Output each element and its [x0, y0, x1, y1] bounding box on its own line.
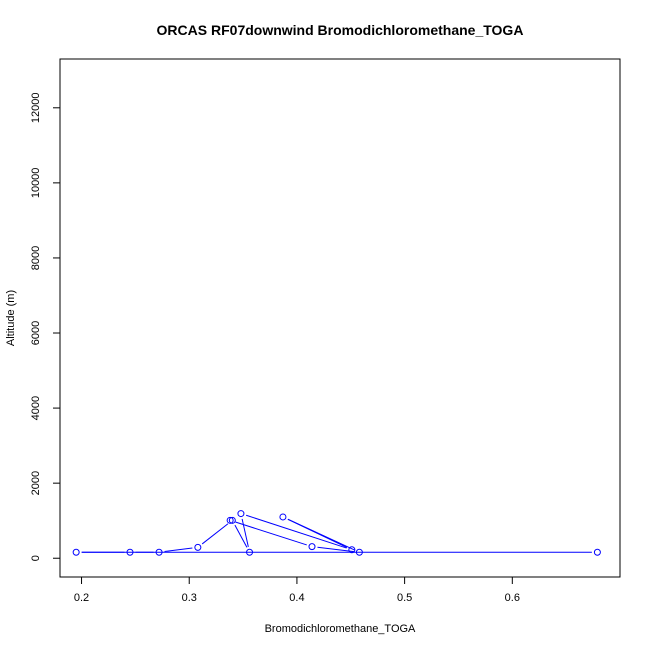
x-tick-label: 0.2	[74, 592, 89, 604]
series-segment	[201, 523, 229, 545]
x-tick-label: 0.6	[505, 592, 520, 604]
series-segment	[245, 514, 347, 549]
chart-title: ORCAS RF07downwind Bromodichloromethane_…	[157, 22, 524, 38]
series-segment	[234, 524, 248, 548]
y-axis-label: Altitude (m)	[5, 290, 17, 346]
data-point	[246, 548, 254, 556]
y-tick-label: 2000	[30, 471, 42, 495]
data-point	[155, 548, 163, 556]
data-point	[194, 543, 202, 551]
data-series	[72, 510, 601, 556]
data-point	[126, 548, 134, 556]
x-axis-label: Bromodichloromethane_TOGA	[265, 623, 416, 635]
x-tick-label: 0.3	[182, 592, 197, 604]
series-segment	[164, 547, 193, 553]
data-point	[308, 543, 316, 551]
y-tick-label: 6000	[30, 321, 42, 345]
x-tick-label: 0.5	[397, 592, 412, 604]
series-segment	[235, 521, 307, 546]
series-segment	[317, 546, 354, 553]
data-point	[355, 548, 363, 556]
data-point	[237, 510, 245, 518]
x-tick-label: 0.4	[289, 592, 304, 604]
series-segment	[287, 518, 355, 551]
y-tick-label: 8000	[30, 246, 42, 270]
data-point	[228, 516, 236, 524]
series-segment	[241, 518, 249, 547]
data-point	[72, 548, 80, 556]
y-axis: 0 2000 4000 6000 8000 10000 12000	[30, 93, 61, 561]
y-tick-label: 4000	[30, 396, 42, 420]
data-point	[348, 546, 356, 554]
data-point	[226, 516, 234, 524]
data-point	[279, 513, 287, 521]
x-axis: 0.2 0.3 0.4 0.5 0.6	[74, 576, 520, 604]
y-tick-label: 0	[30, 555, 42, 561]
data-point	[593, 548, 601, 556]
y-tick-label: 10000	[30, 168, 42, 199]
y-tick-label: 12000	[30, 93, 42, 124]
plot-frame	[59, 58, 621, 578]
